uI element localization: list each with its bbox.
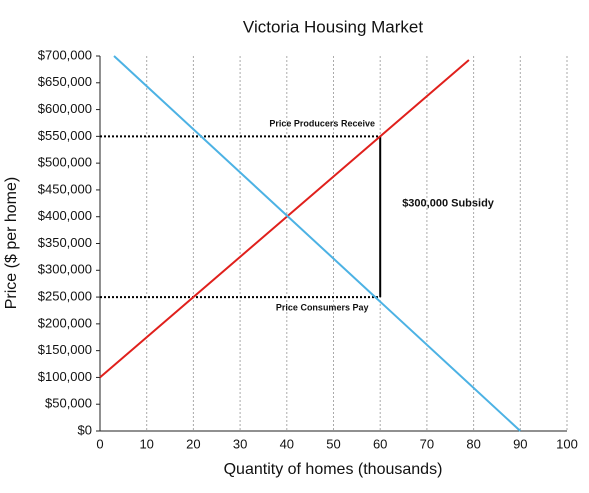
- y-tick-label: $650,000: [38, 74, 92, 89]
- y-tick-label: $300,000: [38, 262, 92, 277]
- x-tick-label: 30: [233, 436, 247, 451]
- y-tick-label: $100,000: [38, 369, 92, 384]
- y-axis-label: Price ($ per home): [3, 177, 20, 310]
- y-tick-label: $550,000: [38, 128, 92, 143]
- y-tick-label: $50,000: [45, 396, 92, 411]
- y-tick-label: $500,000: [38, 155, 92, 170]
- series-line: [113, 55, 521, 432]
- x-tick-label: 0: [96, 436, 103, 451]
- chart-title: Victoria Housing Market: [243, 17, 423, 36]
- y-tick-label: $150,000: [38, 342, 92, 357]
- x-tick-label: 40: [280, 436, 294, 451]
- y-tick-label: $350,000: [38, 235, 92, 250]
- x-axis-label: Quantity of homes (thousands): [224, 461, 443, 478]
- annotation: Price Consumers Pay: [276, 302, 369, 312]
- y-tick-label: $200,000: [38, 315, 92, 330]
- x-tick-label: 100: [556, 436, 578, 451]
- x-tick-label: 70: [420, 436, 434, 451]
- x-tick-label: 60: [373, 436, 387, 451]
- series-line: [99, 59, 470, 379]
- x-tick-label: 90: [513, 436, 527, 451]
- y-tick-label: $600,000: [38, 101, 92, 116]
- annotation: Price Producers Receive: [269, 119, 375, 129]
- annotation: $300,000 Subsidy: [402, 198, 495, 210]
- y-tick-label: $250,000: [38, 289, 92, 304]
- y-tick-label: $700,000: [38, 47, 92, 62]
- y-tick-label: $0: [78, 422, 92, 437]
- x-tick-label: 50: [326, 436, 340, 451]
- x-tick-label: 10: [139, 436, 153, 451]
- y-tick-label: $400,000: [38, 208, 92, 223]
- x-tick-label: 20: [186, 436, 200, 451]
- x-tick-label: 80: [466, 436, 480, 451]
- y-tick-label: $450,000: [38, 181, 92, 196]
